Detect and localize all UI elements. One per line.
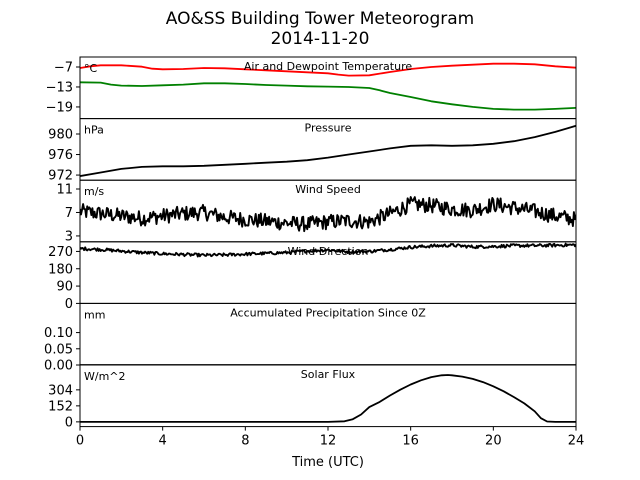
series-line-pressure-0	[80, 124, 576, 177]
x-axis-label: Time (UTC)	[291, 455, 364, 470]
y-tick-label: 980	[48, 128, 73, 143]
x-tick-label: 16	[402, 434, 419, 449]
figure-title: AO&SS Building Tower Meteorogram	[166, 9, 474, 29]
panel-title: Wind Direction	[288, 245, 369, 258]
series-group	[80, 124, 576, 177]
series-group	[80, 242, 576, 258]
panels-group: −7 −13 −19 Air and Dewpoint Temperature °C 97…	[44, 56, 577, 430]
panel-title: Accumulated Precipitation Since 0Z	[230, 306, 426, 319]
panel-precipitation: 0.00 0.050.10 Accumulated Precipitation Si…	[44, 302, 577, 374]
series-group	[80, 374, 576, 423]
y-tick-label: 7	[65, 206, 73, 221]
series-line-wind_speed-0	[80, 196, 576, 233]
panel-temperature: −7 −13 −19 Air and Dewpoint Temperature °C	[46, 56, 577, 120]
panel-title: Pressure	[305, 122, 352, 135]
x-tick-label: 24	[568, 434, 585, 449]
series-group	[80, 196, 576, 233]
y-tick-label: 0	[65, 297, 73, 312]
x-tick-label: 8	[241, 434, 249, 449]
series-line-temperature-1	[80, 81, 576, 111]
y-tick-label: 11	[56, 183, 73, 198]
y-tick-label: 90	[56, 280, 73, 295]
panel-unit-label: mm	[84, 308, 105, 321]
series-line-wind_direction-0	[80, 242, 576, 258]
panel-pressure: 972 976 980 Pressure hPa	[48, 118, 577, 184]
y-tick-label: 972	[48, 169, 73, 184]
y-tick-label: −19	[46, 100, 73, 115]
figure-subtitle: 2014-11-20	[271, 29, 370, 49]
series-group	[80, 62, 576, 111]
x-tick-label: 0	[76, 434, 84, 449]
y-tick-label: 0.00	[44, 359, 73, 374]
panel-unit-label: °C	[84, 62, 98, 75]
y-tick-label: −7	[54, 60, 73, 75]
y-tick-label: 304	[48, 383, 73, 398]
y-tick-label: 152	[48, 399, 73, 414]
panel-unit-label: W/m^2	[84, 370, 126, 383]
y-tick-label: 180	[48, 262, 73, 277]
series-line-solar_flux-0	[80, 374, 576, 423]
y-tick-label: 3	[65, 229, 73, 244]
panel-unit-label: m/s	[84, 185, 104, 198]
panel-unit-label: hPa	[84, 124, 104, 137]
panel-title: Wind Speed	[295, 183, 361, 196]
x-axis: 0 4 8 12 16 20 24	[76, 426, 585, 449]
y-tick-label: 0.10	[44, 326, 73, 341]
y-tick-label: 270	[48, 245, 73, 260]
panel-title: Solar Flux	[301, 368, 356, 381]
y-tick-label: 0	[65, 415, 73, 430]
y-tick-label: 976	[48, 148, 73, 163]
y-tick-label: 0.05	[44, 342, 73, 357]
x-tick-label: 12	[320, 434, 337, 449]
panel-title: Air and Dewpoint Temperature	[244, 60, 412, 73]
y-tick-label: −13	[46, 80, 73, 95]
x-tick-label: 20	[485, 434, 502, 449]
x-tick-label: 4	[159, 434, 167, 449]
series-line-temperature-0	[80, 62, 576, 77]
